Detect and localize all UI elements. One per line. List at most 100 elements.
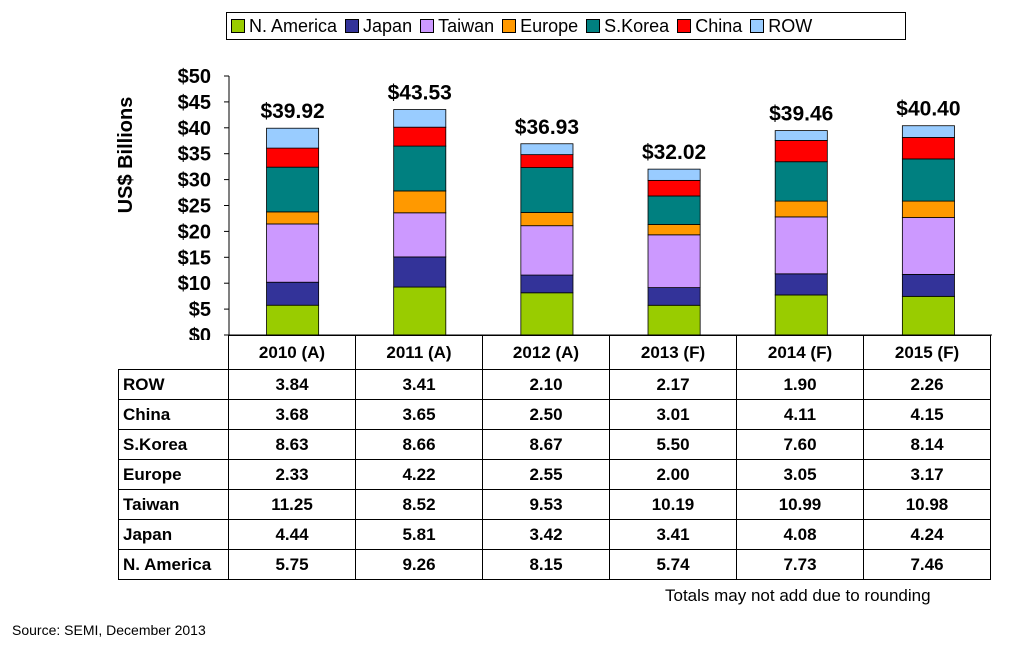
bar-segment-taiwan — [393, 212, 447, 258]
bar-segment-japan — [520, 274, 574, 294]
table-cell: 8.15 — [482, 549, 610, 580]
y-tick-label: $5 — [189, 299, 211, 321]
legend-swatch — [231, 19, 245, 33]
y-tick-label: $20 — [178, 221, 211, 243]
legend-label: Europe — [520, 15, 579, 36]
table-cell: 8.63 — [228, 429, 356, 460]
bar-segment-europe — [266, 211, 320, 225]
table-cell: 9.53 — [482, 489, 610, 520]
table-cell: 5.50 — [609, 429, 737, 460]
legend-swatch — [345, 19, 360, 33]
table-row-label: Taiwan — [118, 489, 229, 520]
legend-item: Japan — [345, 16, 412, 37]
legend-label: N. America — [249, 15, 338, 36]
bar-segment-japan — [266, 281, 320, 306]
table-cell: 3.84 — [228, 369, 356, 400]
table-cell: 7.73 — [736, 549, 864, 580]
bar-segment-taiwan — [520, 225, 574, 276]
table-cell: 3.42 — [482, 519, 610, 550]
bar-segment-china — [774, 140, 828, 163]
legend-item: China — [677, 16, 742, 37]
table-cell: 4.08 — [736, 519, 864, 550]
total-label: $39.92 — [260, 100, 324, 123]
table-cell: 4.24 — [863, 519, 991, 550]
legend: N. America Japan Taiwan Europe S.Korea China R… — [226, 12, 906, 40]
bar-segment-s-korea — [520, 167, 574, 213]
y-tick-label: $25 — [178, 196, 211, 218]
table-cell: 4.22 — [355, 459, 483, 490]
table-cell: 3.01 — [609, 399, 737, 430]
table-header-row: 2010 (A) 2011 (A) 2012 (A) 2013 (F) 2014 (F)… — [118, 335, 991, 370]
table-cell: 2.26 — [863, 369, 991, 400]
y-tick-label: $30 — [178, 170, 211, 192]
bar-segment-china — [901, 137, 955, 160]
legend-label: S.Korea — [604, 15, 670, 36]
table-row-label: N. America — [118, 549, 229, 580]
data-table: 2010 (A) 2011 (A) 2012 (A) 2013 (F) 2014 (F)… — [118, 335, 991, 580]
table-column-header: 2015 (F) — [863, 335, 991, 370]
legend-label: ROW — [768, 15, 813, 36]
bar-segment-s-korea — [774, 161, 828, 202]
legend-swatch — [750, 19, 765, 33]
stacked-bar-chart: US$ Billions $0$5$10$15$20$25$30$35$40$4… — [115, 66, 992, 340]
bar-segment-europe — [393, 190, 447, 214]
legend-swatch — [677, 19, 692, 33]
legend-swatch — [502, 19, 517, 33]
table-cell: 7.46 — [863, 549, 991, 580]
table-cell: 5.74 — [609, 549, 737, 580]
table-row-label: S.Korea — [118, 429, 229, 460]
bar-segment-japan — [647, 287, 701, 306]
table-cell: 4.11 — [736, 399, 864, 430]
y-tick-label: $15 — [178, 247, 211, 269]
total-label: $43.53 — [388, 82, 452, 105]
source-note: Source: SEMI, December 2013 — [12, 622, 206, 638]
table-column-header: 2011 (A) — [355, 335, 483, 370]
table-cell: 8.67 — [482, 429, 610, 460]
bar-segment-row — [647, 168, 701, 181]
legend-item: S.Korea — [586, 16, 669, 37]
bar-segment-n-america — [774, 294, 828, 336]
table-row: Japan 4.44 5.81 3.42 3.41 4.08 4.24 — [118, 519, 991, 550]
legend-label: China — [695, 15, 743, 36]
table-cell: 7.60 — [736, 429, 864, 460]
table-cell: 10.19 — [609, 489, 737, 520]
total-label: $32.02 — [642, 141, 706, 164]
table-corner — [118, 335, 229, 370]
bar-segment-n-america — [393, 286, 447, 336]
legend-item: N. America — [231, 16, 337, 37]
bar-segment-europe — [774, 200, 828, 218]
bar-segment-japan — [393, 256, 447, 288]
bar-segment-row — [393, 109, 447, 128]
bar-segment-taiwan — [901, 217, 955, 275]
bar-segment-row — [520, 143, 574, 156]
legend-label: Taiwan — [438, 15, 495, 36]
bar-segment-europe — [520, 212, 574, 227]
bar-segment-s-korea — [393, 145, 447, 192]
table-row: Europe 2.33 4.22 2.55 2.00 3.05 3.17 — [118, 459, 991, 490]
bar-segment-n-america — [266, 304, 320, 336]
bar-segment-china — [266, 147, 320, 168]
legend-label: Japan — [363, 15, 413, 36]
legend-swatch — [420, 19, 435, 33]
bar-segment-japan — [901, 273, 955, 297]
bar-segment-row — [266, 127, 320, 149]
total-label: $40.40 — [896, 98, 960, 121]
table-cell: 3.41 — [355, 369, 483, 400]
y-tick-label: $50 — [178, 66, 211, 88]
total-labels: $39.92 $43.53 $36.93 $32.02 $39.46 $40.40 — [260, 82, 960, 165]
table-row-label: ROW — [118, 369, 229, 400]
table-cell: 3.68 — [228, 399, 356, 430]
total-label: $39.46 — [769, 103, 833, 126]
table-row: ROW 3.84 3.41 2.10 2.17 1.90 2.26 — [118, 369, 991, 400]
table-row-label: Europe — [118, 459, 229, 490]
bar-segment-s-korea — [647, 195, 701, 225]
table-cell: 2.10 — [482, 369, 610, 400]
bar-segment-n-america — [520, 292, 574, 336]
table-cell: 10.99 — [736, 489, 864, 520]
y-tick-label: $40 — [178, 118, 211, 140]
y-tick-label: $10 — [178, 273, 211, 295]
table-row-label: China — [118, 399, 229, 430]
legend-swatch — [586, 19, 601, 33]
table-cell: 2.33 — [228, 459, 356, 490]
bar-segment-s-korea — [266, 166, 320, 213]
